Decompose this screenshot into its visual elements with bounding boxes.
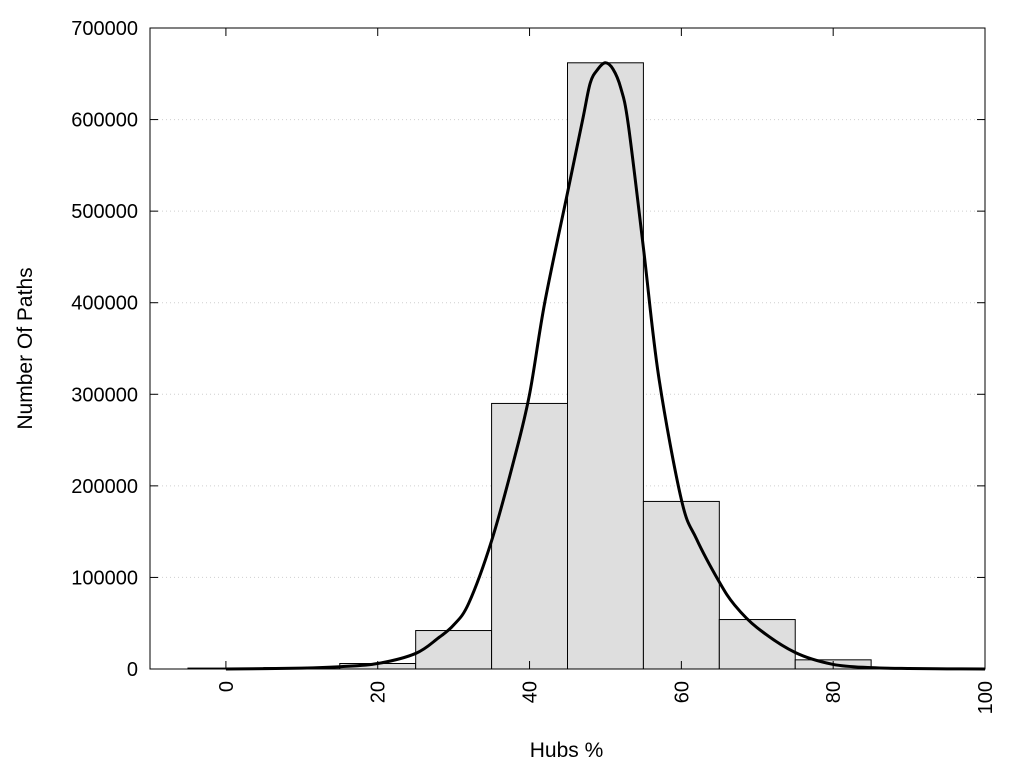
y-tick-label: 400000 — [71, 293, 138, 315]
plot-frame — [149, 27, 986, 670]
x-tick-label: 100 — [975, 681, 997, 714]
histogram-bar — [642, 500, 720, 670]
x-tick-labels: 0 20 40 60 80 100 — [216, 681, 997, 714]
x-tick-label: 0 — [216, 681, 238, 692]
y-tick-label: 0 — [127, 659, 138, 681]
x-tick-label: 20 — [368, 681, 390, 703]
y-axis-title: Number Of Paths — [14, 267, 37, 429]
histogram-bar — [567, 62, 644, 670]
axis-ticks — [150, 27, 986, 670]
y-tick-label: 700000 — [71, 18, 138, 40]
density-curve-line — [225, 61, 986, 671]
histogram-bars — [187, 62, 948, 670]
x-tick-label: 40 — [520, 681, 542, 703]
y-tick-labels: 0 100000 200000 300000 400000 500000 600000 700… — [71, 18, 138, 681]
y-tick-label: 600000 — [71, 110, 138, 132]
x-tick-label: 60 — [671, 681, 693, 703]
histogram-bar — [415, 630, 493, 670]
y-tick-label: 100000 — [71, 567, 138, 589]
x-axis-title: Hubs % — [530, 739, 604, 762]
density-curve — [225, 61, 986, 671]
x-tick-label: 80 — [823, 681, 845, 703]
y-tick-label: 500000 — [71, 201, 138, 223]
y-tick-label: 200000 — [71, 476, 138, 498]
histogram-bar — [491, 402, 568, 670]
y-tick-label: 300000 — [71, 384, 138, 406]
